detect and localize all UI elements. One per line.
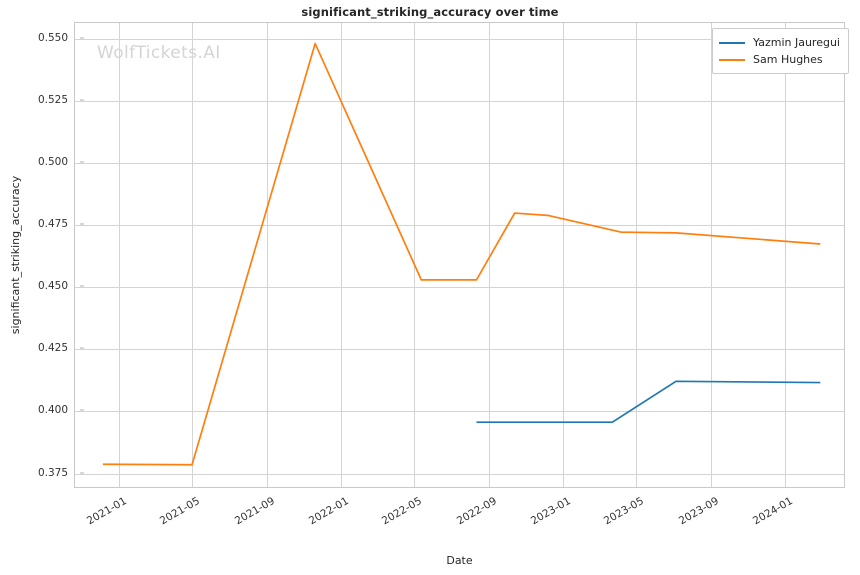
gridline-horizontal [75, 162, 844, 164]
legend-item-label: Sam Hughes [753, 53, 823, 66]
gridline-vertical [341, 23, 343, 487]
series-lines [102, 42, 821, 466]
y-tick-label: 0.400 [37, 404, 68, 417]
gridline-horizontal [75, 411, 844, 413]
series-line [476, 380, 821, 424]
gridline-vertical [267, 23, 269, 487]
y-tick-label: 0.475 [37, 218, 68, 231]
x-tick-label: 2021-01 [85, 495, 130, 528]
gridline-vertical [785, 23, 787, 487]
y-tick-label: 0.550 [37, 31, 68, 44]
legend-color-swatch [719, 58, 746, 61]
x-tick-label: 2021-09 [233, 495, 278, 528]
gridline-vertical [119, 23, 121, 487]
x-tick-label: 2024-01 [751, 495, 796, 528]
x-tick-label: 2021-05 [158, 495, 203, 528]
x-tick-label: 2023-09 [676, 495, 721, 528]
y-tick-mark [80, 409, 84, 411]
y-tick-label: 0.500 [37, 155, 68, 168]
chart-title: significant_striking_accuracy over time [301, 5, 559, 19]
y-tick-label: 0.425 [37, 342, 68, 355]
chart-legend: Yazmin Jauregui Sam Hughes [712, 28, 849, 74]
legend-color-swatch [719, 41, 746, 44]
gridline-vertical [711, 23, 712, 487]
x-tick-label: 2023-01 [529, 495, 574, 528]
y-tick-label: 0.375 [37, 466, 68, 479]
y-tick-mark [80, 37, 84, 39]
gridline-vertical [414, 23, 416, 487]
x-axis-ticks: 2021-01 2021-05 2021-09 2022-01 2022-05 2022-… [0, 495, 860, 550]
y-axis-ticks: 0.375 0.400 0.425 0.450 0.475 0.500 0.525 0.550 [12, 22, 84, 488]
series-line [102, 42, 821, 466]
gridline-vertical [563, 23, 565, 487]
y-tick-mark [80, 347, 84, 349]
gridline-vertical [489, 23, 491, 487]
legend-item[interactable]: Sam Hughes [719, 51, 840, 68]
x-tick-label: 2022-05 [380, 495, 425, 528]
y-tick-mark [80, 161, 84, 163]
gridline-horizontal [75, 225, 844, 227]
y-tick-label: 0.450 [37, 280, 68, 293]
y-tick-mark [80, 99, 84, 101]
y-tick-mark [80, 285, 84, 287]
y-axis-label: significant_striking_accuracy [9, 175, 22, 335]
x-tick-label: 2023-05 [602, 495, 647, 528]
x-tick-label: 2022-09 [454, 495, 499, 528]
gridline-vertical [636, 23, 638, 487]
gridline-vertical [192, 23, 194, 487]
plot-area: WolfTickets.AI [74, 22, 845, 488]
legend-item[interactable]: Yazmin Jauregui [719, 34, 840, 51]
legend-item-label: Yazmin Jauregui [753, 36, 840, 49]
y-tick-mark [80, 223, 84, 225]
gridline-horizontal [75, 349, 844, 351]
gridline-horizontal [75, 38, 844, 40]
x-tick-label: 2022-01 [307, 495, 352, 528]
gridline-horizontal [75, 100, 844, 102]
y-tick-mark [80, 472, 84, 474]
gridline-horizontal [75, 473, 844, 475]
gridline-horizontal [75, 287, 844, 289]
x-axis-label: Date [446, 554, 473, 567]
y-tick-label: 0.525 [37, 93, 68, 106]
